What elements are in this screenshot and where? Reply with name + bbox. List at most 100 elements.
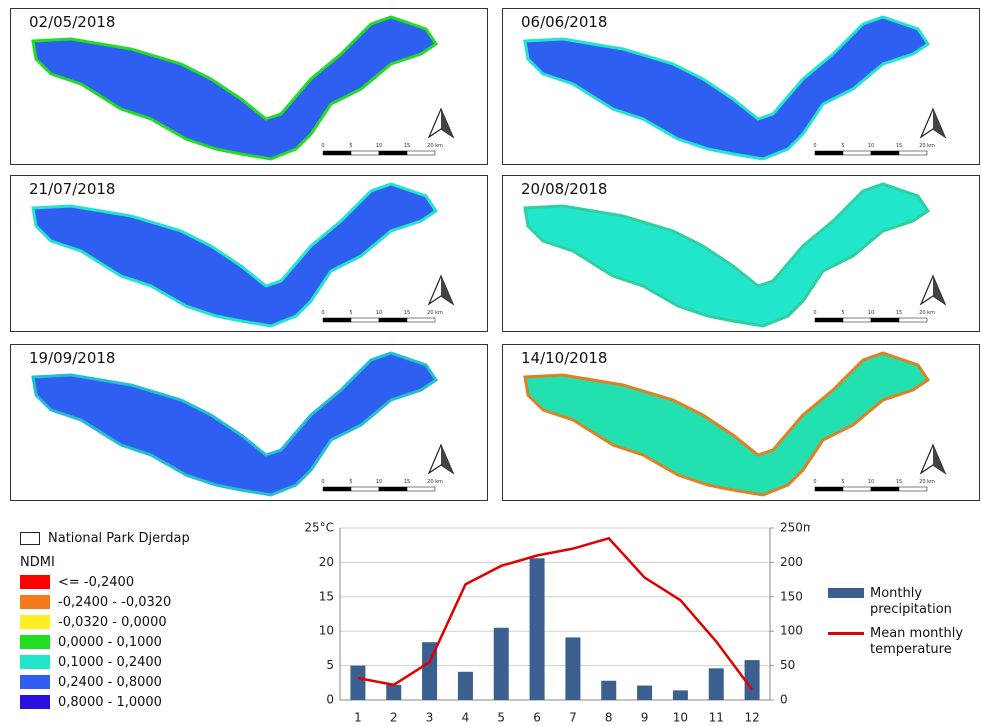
scale-bar bbox=[323, 487, 351, 491]
scale-label: 15 bbox=[896, 479, 902, 485]
bar bbox=[637, 686, 652, 700]
bar bbox=[350, 666, 365, 700]
park-area bbox=[33, 184, 436, 326]
y-tick-label: 0 bbox=[326, 693, 334, 707]
scale-label: 5 bbox=[349, 143, 352, 149]
scale-label: 20 km bbox=[919, 479, 935, 485]
x-tick-label: 10 bbox=[673, 711, 688, 725]
map-panel: 05101520 km19/09/2018 bbox=[10, 344, 488, 501]
x-tick-label: 9 bbox=[641, 711, 649, 725]
scale-label: 5 bbox=[841, 143, 844, 149]
x-tick-label: 5 bbox=[497, 711, 505, 725]
park-area bbox=[525, 184, 928, 326]
bar bbox=[745, 660, 760, 700]
scale-label: 15 bbox=[896, 143, 902, 149]
legend-swatch bbox=[828, 632, 864, 635]
map: 0 5 10 15 20 km bbox=[503, 9, 979, 164]
park-area bbox=[33, 17, 436, 159]
map-panel: 05101520 km14/10/2018 bbox=[502, 344, 980, 501]
scale-label: 20 km bbox=[427, 310, 443, 316]
map-panel: 0 5 10 15 20 km 06/06/2018 bbox=[502, 8, 980, 165]
park-area bbox=[525, 17, 928, 159]
climate-chart: 0510152025°C050100150200250mm12345678910… bbox=[290, 515, 810, 726]
scale-label: 10 bbox=[376, 479, 382, 485]
scale-bar bbox=[351, 318, 379, 322]
scale-bar bbox=[407, 487, 435, 491]
boundary-swatch bbox=[20, 532, 40, 545]
scale-label: 10 bbox=[868, 143, 874, 149]
scale-label: 0 bbox=[321, 479, 324, 485]
scale-bar bbox=[899, 487, 927, 491]
y-tick-label: 20 bbox=[319, 555, 334, 569]
scale-bar bbox=[379, 151, 407, 155]
x-tick-label: 6 bbox=[533, 711, 541, 725]
panel-date: 20/08/2018 bbox=[521, 180, 607, 198]
scale-bar bbox=[871, 318, 899, 322]
legend-row: 0,8000 - 1,0000 bbox=[20, 692, 190, 712]
scale-label: 15 bbox=[404, 310, 410, 316]
panel-date: 14/10/2018 bbox=[521, 349, 607, 367]
scale-label: 0 bbox=[813, 479, 816, 485]
scale-bar bbox=[843, 318, 871, 322]
y2-tick-label: 250mm bbox=[780, 521, 810, 535]
bar bbox=[673, 690, 688, 700]
bar bbox=[530, 558, 545, 700]
scale-bar bbox=[815, 487, 843, 491]
y2-tick-label: 50 bbox=[780, 658, 795, 672]
y-tick-label: 25°C bbox=[304, 521, 334, 535]
panel-date: 19/09/2018 bbox=[29, 349, 115, 367]
scale-label: 20 km bbox=[919, 143, 935, 149]
scale-bar bbox=[843, 151, 871, 155]
scale-label: 0 bbox=[813, 143, 816, 149]
scale-bar bbox=[379, 318, 407, 322]
legend-swatch bbox=[20, 695, 50, 709]
scale-bar bbox=[815, 318, 843, 322]
scale-label: 15 bbox=[404, 143, 410, 149]
scale-label: 20 km bbox=[427, 143, 443, 149]
scale-bar bbox=[843, 487, 871, 491]
legend-row: National Park Djerdap bbox=[20, 528, 190, 548]
bar bbox=[709, 668, 724, 700]
legend-label: 0,8000 - 1,0000 bbox=[58, 695, 162, 710]
legend-label: -0,0320 - 0,0000 bbox=[58, 615, 167, 630]
scale-bar bbox=[323, 151, 351, 155]
scale-label: 10 bbox=[868, 479, 874, 485]
park-area bbox=[525, 353, 928, 495]
scale-bar bbox=[815, 151, 843, 155]
scale-label: 5 bbox=[349, 479, 352, 485]
y-tick-label: 10 bbox=[319, 624, 334, 638]
legend-row: 0,0000 - 0,1000 bbox=[20, 632, 190, 652]
scale-bar bbox=[871, 151, 899, 155]
x-tick-label: 4 bbox=[462, 711, 470, 725]
line bbox=[358, 538, 752, 689]
x-tick-label: 7 bbox=[569, 711, 577, 725]
legend-label: National Park Djerdap bbox=[48, 531, 190, 546]
scale-bar bbox=[407, 318, 435, 322]
legend-label: Mean monthly temperature bbox=[870, 626, 975, 658]
x-tick-label: 2 bbox=[390, 711, 398, 725]
legend-swatch bbox=[20, 595, 50, 609]
bar bbox=[494, 628, 509, 700]
legend-swatch bbox=[20, 575, 50, 589]
panel-date: 02/05/2018 bbox=[29, 13, 115, 31]
bar bbox=[458, 672, 473, 700]
map: 05101520 km bbox=[11, 9, 487, 164]
legend-row: 0,2400 - 0,8000 bbox=[20, 672, 190, 692]
scale-bar bbox=[351, 151, 379, 155]
legend-swatch bbox=[20, 675, 50, 689]
scale-bar bbox=[379, 487, 407, 491]
scale-label: 5 bbox=[349, 310, 352, 316]
y2-tick-label: 200 bbox=[780, 555, 803, 569]
scale-bar bbox=[899, 318, 927, 322]
scale-label: 15 bbox=[404, 479, 410, 485]
scale-label: 5 bbox=[841, 310, 844, 316]
scale-label: 10 bbox=[868, 310, 874, 316]
x-tick-label: 1 bbox=[354, 711, 362, 725]
scale-label: 0 bbox=[321, 310, 324, 316]
bar bbox=[386, 685, 401, 700]
scale-bar bbox=[351, 487, 379, 491]
legend-swatch bbox=[828, 588, 864, 598]
panel-date: 06/06/2018 bbox=[521, 13, 607, 31]
